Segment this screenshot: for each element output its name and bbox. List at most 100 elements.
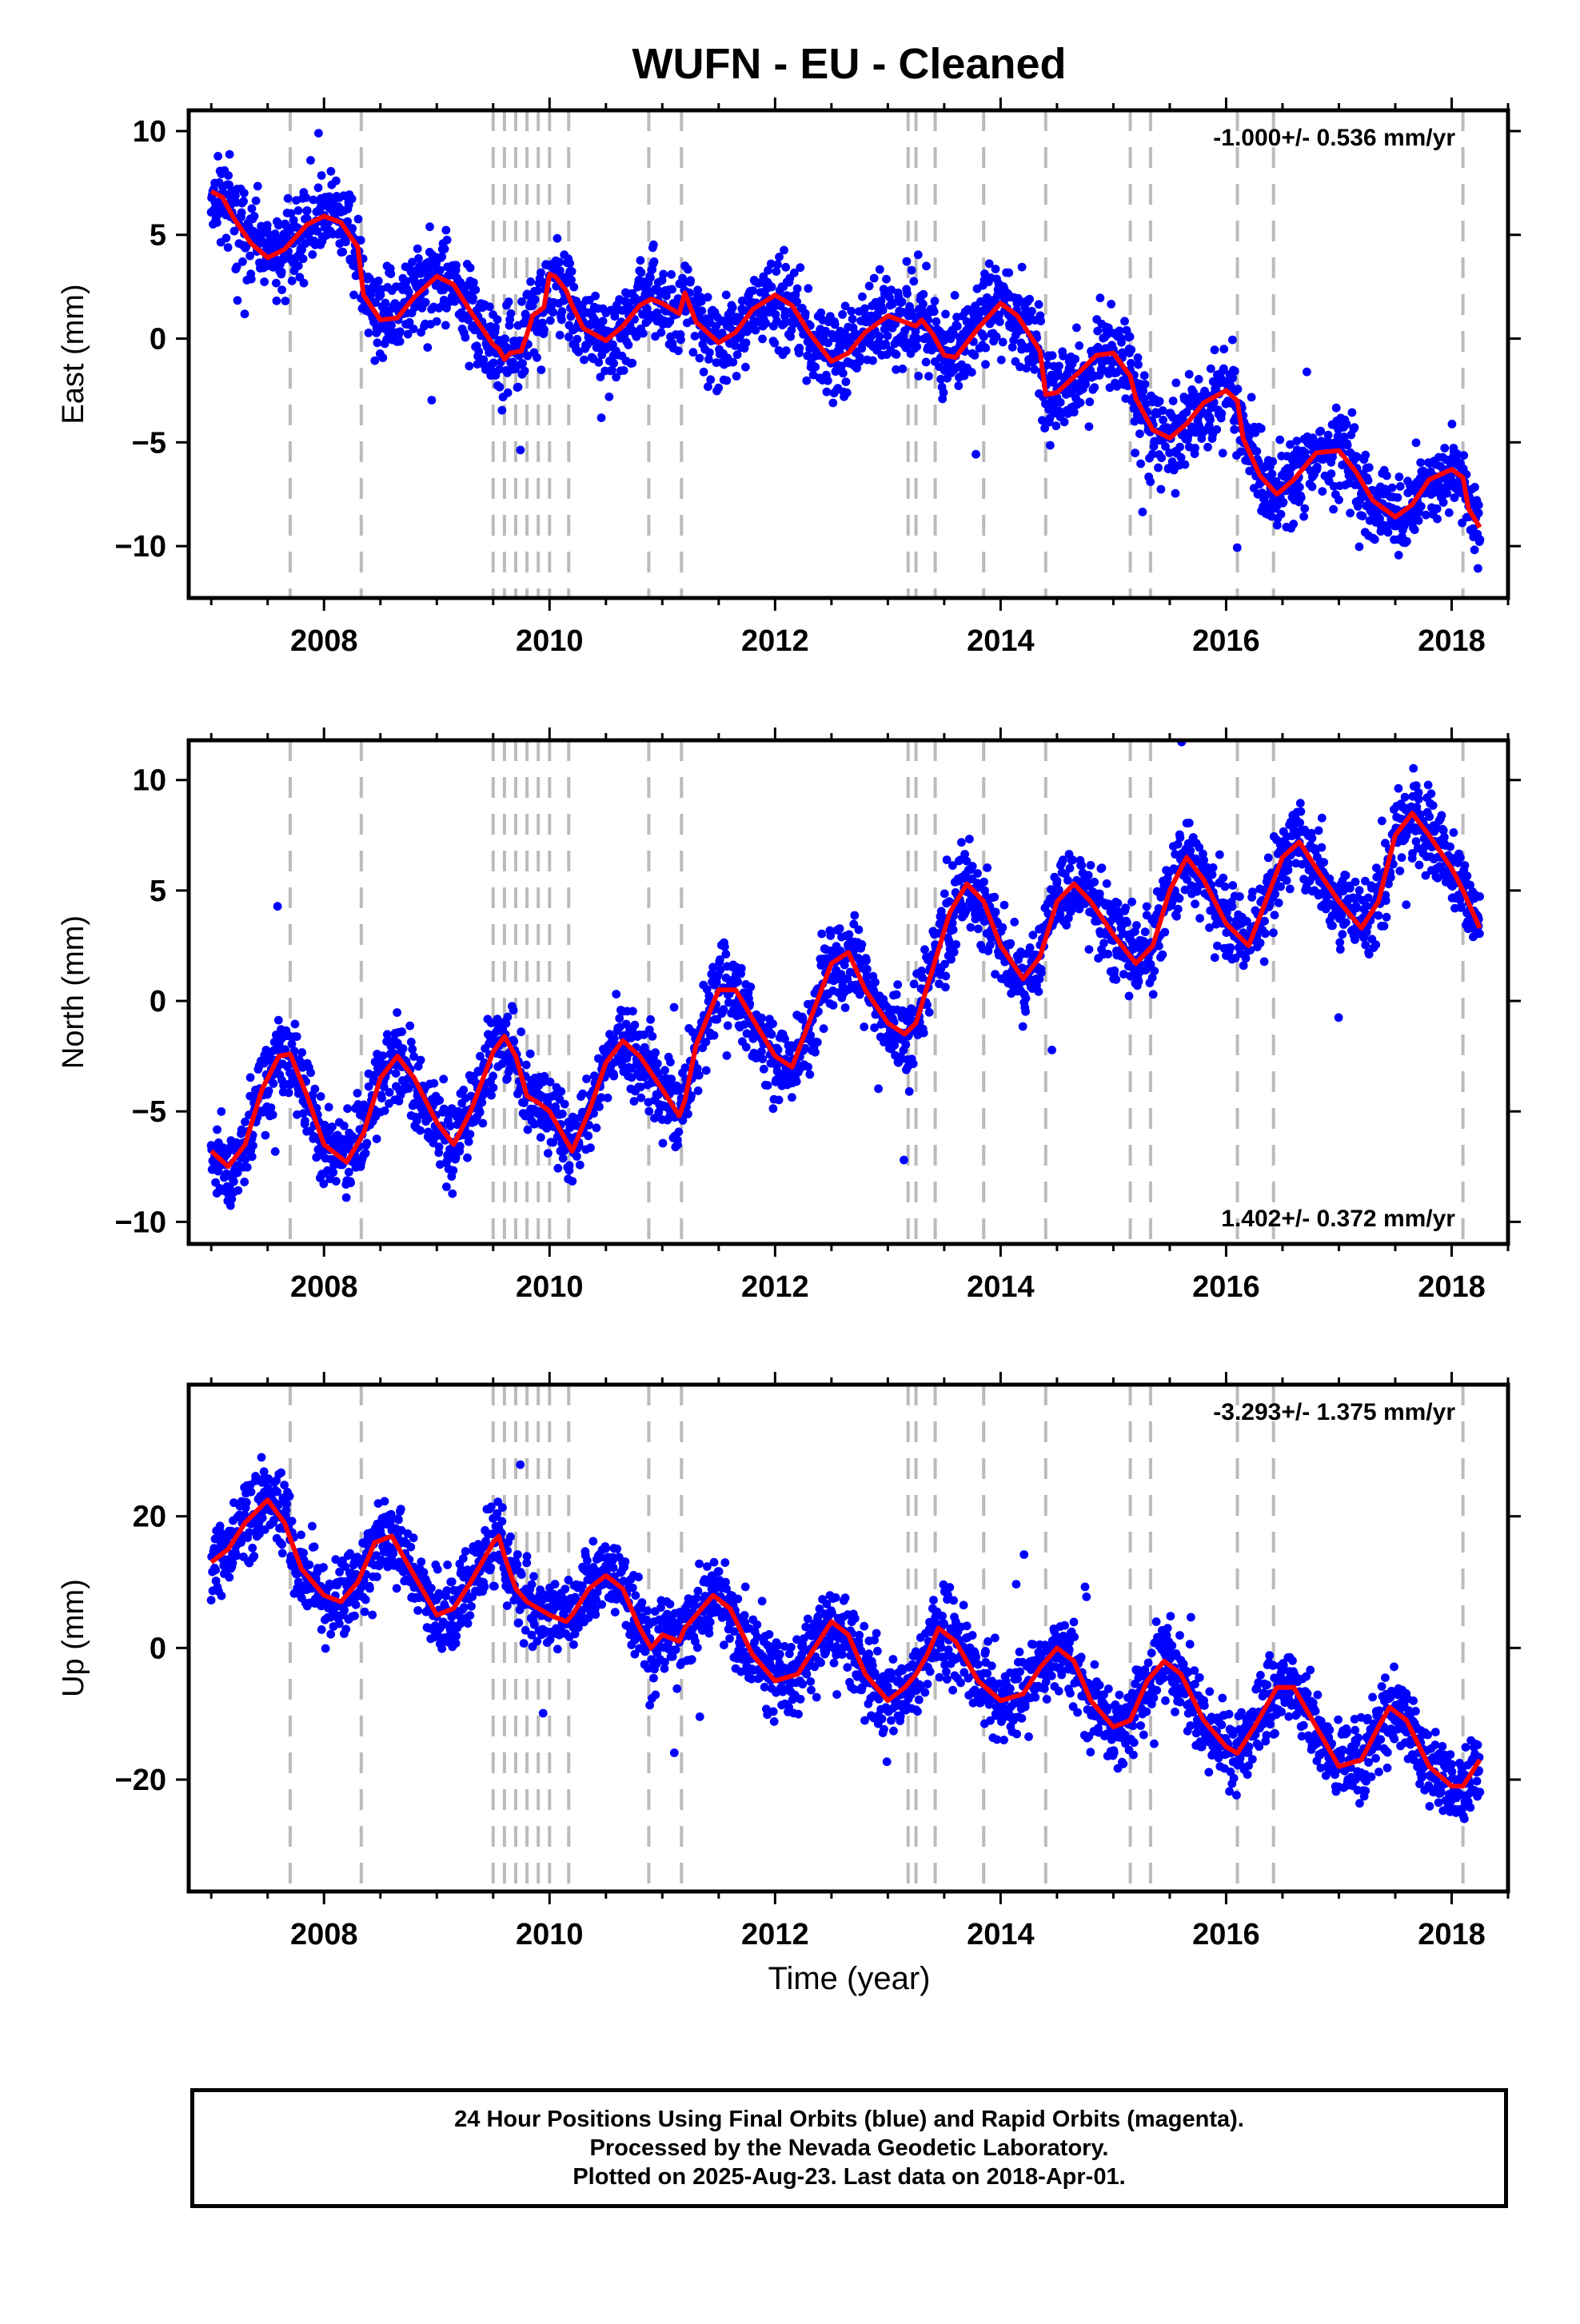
east-data-point <box>676 336 685 345</box>
north-data-point <box>1021 1007 1030 1016</box>
east-data-point <box>991 265 1000 273</box>
east-data-point <box>288 277 297 285</box>
east-data-point <box>875 332 884 341</box>
north-data-point <box>269 1110 277 1119</box>
east-data-point <box>1402 537 1411 546</box>
east-data-point <box>1135 429 1144 438</box>
east-data-point <box>526 277 535 286</box>
east-data-point <box>700 368 708 377</box>
east-data-point <box>908 266 916 275</box>
east-data-point <box>1316 427 1325 436</box>
east-data-point <box>1343 441 1352 450</box>
east-data-point <box>668 285 676 294</box>
north-data-point <box>522 1061 531 1070</box>
east-data-point <box>870 274 879 283</box>
east-data-point <box>624 341 633 349</box>
north-data-point <box>724 1022 732 1030</box>
east-data-point <box>224 243 233 252</box>
east-data-point <box>533 286 542 295</box>
east-data-point <box>452 261 461 269</box>
east-data-point <box>650 257 659 266</box>
north-data-point <box>1159 951 1167 959</box>
east-data-point <box>1384 528 1393 537</box>
north-data-point <box>610 1034 619 1043</box>
east-data-point <box>1154 464 1163 472</box>
east-data-point <box>1476 536 1485 544</box>
east-data-point <box>728 358 737 367</box>
east-data-point <box>437 253 446 261</box>
east-data-point <box>770 339 779 348</box>
north-data-point <box>466 1130 475 1138</box>
north-data-point <box>980 878 988 887</box>
north-data-point <box>1174 905 1183 914</box>
east-plot-area <box>207 110 1485 598</box>
east-data-point <box>831 321 840 329</box>
east-data-point <box>1313 463 1322 472</box>
east-data-point <box>742 338 751 347</box>
north-data-point <box>229 1178 238 1186</box>
north-data-point <box>332 1177 341 1186</box>
east-data-point <box>667 270 676 279</box>
east-data-point <box>225 150 234 159</box>
north-data-point <box>805 1070 814 1079</box>
north-data-point <box>684 1110 692 1118</box>
east-data-point <box>1233 544 1242 552</box>
east-data-point <box>1297 493 1306 502</box>
north-data-point <box>592 1123 601 1132</box>
east-data-point <box>491 323 500 332</box>
east-data-point <box>684 265 692 274</box>
north-data-point <box>999 923 1007 932</box>
north-data-point <box>385 1088 394 1097</box>
north-data-point <box>1127 898 1136 907</box>
east-data-point <box>914 250 923 259</box>
north-data-point <box>306 1068 315 1077</box>
east-data-point <box>848 315 857 324</box>
north-data-point <box>952 940 960 949</box>
east-data-point <box>646 273 655 282</box>
north-data-point <box>265 1086 273 1095</box>
east-data-point <box>1146 477 1155 486</box>
east-data-point <box>856 353 864 362</box>
east-data-point <box>565 259 574 268</box>
north-data-point <box>804 1062 812 1071</box>
north-data-point <box>1160 928 1169 937</box>
east-data-point <box>1030 365 1039 374</box>
east-data-point <box>1159 416 1167 425</box>
east-data-point <box>968 368 976 377</box>
east-y-tick-label-0: −10 <box>115 530 166 564</box>
east-data-point <box>892 350 901 359</box>
north-data-point <box>1271 911 1279 919</box>
east-data-point <box>247 275 256 284</box>
north-data-point <box>1035 987 1043 996</box>
east-data-point <box>922 358 931 367</box>
north-data-point <box>1211 953 1219 962</box>
north-data-point <box>855 926 864 935</box>
east-data-point <box>1219 448 1227 457</box>
north-data-point <box>965 835 974 843</box>
east-data-point <box>485 302 494 311</box>
north-data-point <box>660 1066 669 1074</box>
east-data-point <box>1289 520 1298 528</box>
east-data-point <box>689 348 698 357</box>
north-data-point <box>249 1142 257 1150</box>
north-data-point <box>695 1071 704 1080</box>
north-data-point <box>670 1003 679 1012</box>
north-data-point <box>817 930 826 939</box>
east-data-point <box>1234 385 1243 393</box>
east-data-point <box>1318 487 1327 496</box>
east-data-point <box>546 317 555 325</box>
north-data-point <box>760 1065 768 1074</box>
east-data-point <box>884 332 892 341</box>
north-data-point <box>1022 994 1031 1003</box>
east-data-point <box>341 237 350 246</box>
north-data-point <box>1185 819 1194 827</box>
north-data-point <box>694 1086 703 1095</box>
north-data-point <box>310 1085 319 1094</box>
north-data-point <box>435 1096 444 1105</box>
north-data-point <box>291 1020 300 1029</box>
east-data-point <box>1365 463 1374 472</box>
north-data-point <box>558 1110 567 1118</box>
east-data-point <box>858 293 867 301</box>
north-data-point <box>892 991 901 999</box>
